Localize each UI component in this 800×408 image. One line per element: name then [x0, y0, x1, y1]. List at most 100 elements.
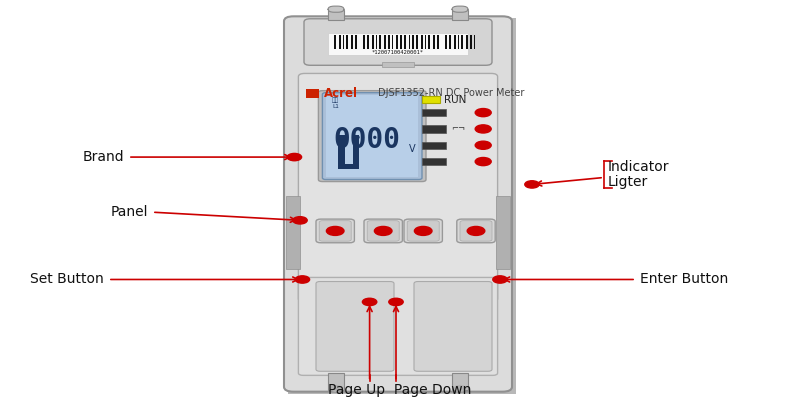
Text: 0000: 0000 — [334, 126, 401, 155]
Circle shape — [475, 141, 491, 149]
Bar — [393, 35, 394, 49]
Bar — [416, 35, 418, 49]
Bar — [428, 35, 430, 49]
Bar — [288, 18, 516, 394]
Bar — [339, 35, 341, 49]
Bar — [353, 135, 359, 169]
Bar — [367, 35, 370, 49]
FancyBboxPatch shape — [364, 219, 402, 243]
Bar — [334, 35, 336, 49]
Bar — [388, 35, 390, 49]
Bar — [328, 33, 468, 55]
FancyBboxPatch shape — [452, 6, 468, 12]
FancyBboxPatch shape — [460, 221, 492, 241]
Text: Panel: Panel — [110, 205, 148, 219]
Text: RUN: RUN — [444, 95, 466, 104]
FancyBboxPatch shape — [318, 91, 426, 182]
FancyBboxPatch shape — [322, 93, 422, 180]
Text: L1: L1 — [332, 104, 339, 109]
FancyBboxPatch shape — [407, 221, 439, 241]
Bar — [470, 35, 472, 49]
FancyBboxPatch shape — [367, 221, 399, 241]
FancyBboxPatch shape — [328, 6, 344, 12]
Circle shape — [475, 157, 491, 166]
Bar — [437, 35, 439, 49]
Circle shape — [467, 226, 485, 235]
FancyBboxPatch shape — [319, 221, 351, 241]
Bar — [425, 35, 426, 49]
Bar — [422, 125, 446, 133]
Bar — [422, 158, 446, 165]
FancyBboxPatch shape — [457, 219, 495, 243]
Bar — [409, 35, 410, 49]
Bar — [286, 196, 300, 269]
Bar — [474, 35, 475, 49]
Bar — [466, 35, 467, 49]
Bar — [355, 35, 357, 49]
Bar — [343, 164, 356, 169]
Bar — [412, 35, 414, 49]
Bar — [343, 35, 344, 49]
Bar — [404, 35, 406, 49]
FancyBboxPatch shape — [316, 219, 354, 243]
Text: DJSF1352-RN DC Power Meter: DJSF1352-RN DC Power Meter — [378, 89, 525, 98]
Circle shape — [493, 276, 507, 283]
Bar — [496, 196, 510, 269]
Bar — [382, 62, 414, 67]
Text: ⌐¬: ⌐¬ — [450, 124, 465, 133]
Text: Page Up  Page Down: Page Up Page Down — [328, 383, 472, 397]
Bar — [449, 35, 451, 49]
Bar — [454, 35, 455, 49]
Circle shape — [475, 125, 491, 133]
Circle shape — [374, 226, 392, 235]
Bar — [326, 95, 418, 177]
Circle shape — [326, 226, 344, 235]
FancyBboxPatch shape — [404, 219, 442, 243]
Text: Indicator: Indicator — [608, 160, 670, 174]
Bar — [371, 35, 374, 49]
FancyBboxPatch shape — [284, 16, 512, 392]
Bar — [445, 35, 446, 49]
Bar — [363, 35, 365, 49]
Bar — [452, 373, 468, 390]
Circle shape — [389, 298, 403, 306]
Circle shape — [414, 226, 432, 235]
Text: Ligter: Ligter — [608, 175, 648, 188]
FancyBboxPatch shape — [304, 19, 492, 65]
Bar — [400, 35, 402, 49]
Bar — [338, 135, 345, 169]
Bar — [422, 142, 446, 149]
Circle shape — [525, 181, 539, 188]
Bar — [306, 89, 319, 98]
Bar — [328, 373, 344, 390]
Circle shape — [287, 153, 302, 161]
FancyBboxPatch shape — [316, 282, 394, 371]
Bar — [376, 35, 377, 49]
Bar — [422, 96, 439, 103]
Bar — [421, 35, 422, 49]
Text: V: V — [409, 144, 416, 154]
Text: Acrel: Acrel — [324, 87, 358, 100]
Bar — [461, 35, 463, 49]
FancyBboxPatch shape — [298, 73, 498, 302]
Bar — [360, 35, 361, 49]
Circle shape — [293, 217, 307, 224]
Circle shape — [362, 298, 377, 306]
Text: Enter Button: Enter Button — [640, 273, 728, 286]
Circle shape — [454, 386, 466, 391]
Text: *12007100420001*: *12007100420001* — [372, 50, 424, 55]
Circle shape — [330, 386, 342, 391]
Circle shape — [295, 276, 310, 283]
Bar — [384, 35, 386, 49]
Bar — [379, 35, 382, 49]
Text: Brand: Brand — [82, 150, 124, 164]
Bar — [328, 10, 344, 20]
Circle shape — [475, 109, 491, 117]
Bar — [396, 35, 398, 49]
Bar — [346, 35, 349, 49]
Bar — [422, 109, 446, 116]
FancyBboxPatch shape — [414, 282, 492, 371]
FancyBboxPatch shape — [298, 277, 498, 375]
Text: 总用: 总用 — [332, 98, 339, 103]
Bar — [433, 35, 434, 49]
